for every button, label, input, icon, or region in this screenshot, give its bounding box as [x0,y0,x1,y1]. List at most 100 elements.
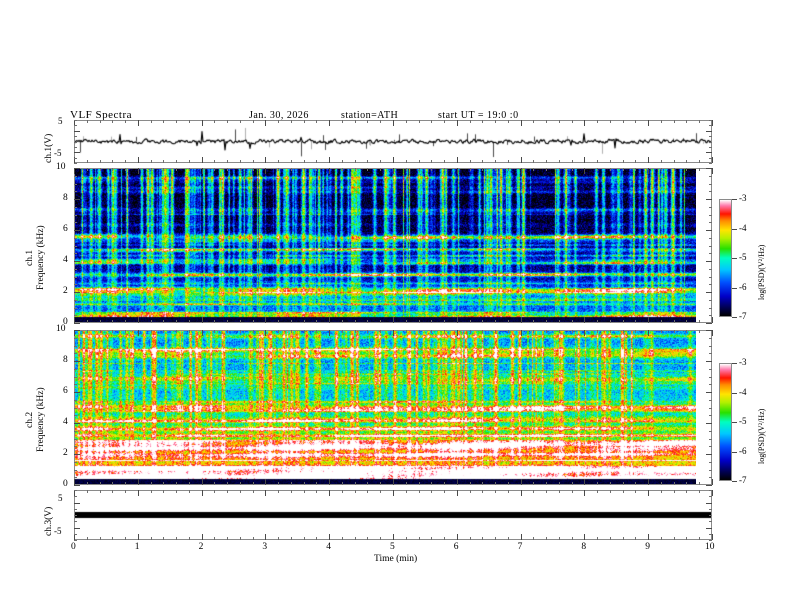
ch2-spectrogram-image [75,331,696,484]
ytick-right-p1 [706,261,712,262]
xtick-top-p1 [660,168,662,171]
xtick-bottom-p0 [354,160,356,163]
colorbar-ch1 [719,199,732,317]
ytick-right-p2 [709,345,712,347]
colorbar-tick-label-0-2: -5 [739,252,747,262]
xtick-top-p0 [176,120,178,123]
xtick-bottom-p0 [469,160,471,163]
xtick-bottom-p1 [584,317,586,323]
xtick-top-p2 [431,330,433,333]
xtick-top-p1 [686,168,688,171]
ytick-left-p1 [74,168,80,169]
xtick-bottom-p1 [495,320,497,323]
ch3-waveform-trace [75,491,711,539]
xtick-bottom-p1 [176,320,178,323]
xtick-bottom-p1 [699,320,701,323]
ytick-left-p2 [74,438,77,440]
xtick-top-p3 [558,490,560,493]
xtick-bottom-p0 [482,160,484,163]
xtick-top-p3 [367,490,369,493]
xtick-top-p0 [533,120,535,123]
xtick-top-p2 [367,330,369,333]
xtick-top-p3 [239,490,241,493]
xtick-top-p3 [673,490,675,493]
xtick-bottom-p2 [252,482,254,485]
ytick-left-p1 [74,315,77,317]
xtick-bottom-p2 [316,482,318,485]
xtick-bottom-p1 [622,320,624,323]
xtick-bottom-p0 [520,157,522,163]
colorbar-ch2-label: log(PSD)(V²/Hz) [757,408,766,464]
xtick-bottom-p3 [125,537,127,540]
xtick-bottom-p0 [699,160,701,163]
xtick-top-p2 [405,330,407,333]
xtick-top-p2 [188,330,190,333]
xtick-top-p3 [99,490,101,493]
ch2-spectrogram-ylabel-channel: ch.2 [25,411,35,428]
ytick-right-p0 [706,130,712,132]
xtick-bottom-p1 [456,317,458,323]
ytick-left-p2 [74,415,77,417]
ytick-left-p1 [74,199,80,200]
xtick-bottom-p3 [431,537,433,540]
colorbar-tick-label-0-3: -6 [739,281,747,292]
xtick-top-p2 [125,330,127,333]
xtick-top-p2 [278,330,280,333]
xtick-bottom-p2 [712,479,713,485]
xtick-top-p1 [176,168,178,171]
xtick-bottom-p3 [112,537,114,540]
xtick-bottom-p2 [86,482,88,485]
xtick-bottom-p1 [431,320,433,323]
xtick-bottom-p1 [673,320,675,323]
xtick-bottom-p3 [712,534,713,540]
xtick-bottom-p0 [227,160,229,163]
header-date: Jan. 30, 2026 [249,110,309,121]
xtick-top-p1 [329,168,331,174]
xtick-bottom-p2 [367,482,369,485]
ytick-left-p3 [74,540,77,541]
xtick-top-p2 [418,330,420,333]
xtick-top-p1 [495,168,497,171]
xtick-top-p2 [380,330,382,333]
xtick-bottom-p2 [341,482,343,485]
header-station: station=ATH [341,110,399,121]
freq-tick-label-p2-2: 4 [63,417,68,427]
colorbar-tick-label-1-3: -6 [739,445,747,456]
xtick-bottom-p2 [239,482,241,485]
xtick-bottom-p0 [558,160,560,163]
ytick-left-p1 [74,276,77,278]
freq-tick-label-p1-1: 2 [63,286,68,296]
xtick-bottom-p0 [86,160,88,163]
xtick-top-p0 [137,120,139,126]
xtick-top-p0 [712,120,713,126]
xtick-bottom-p0 [584,157,586,163]
xtick-top-p1 [507,168,509,171]
xtick-top-p0 [597,120,599,123]
xtick-top-p1 [469,168,471,171]
xtick-top-p3 [201,490,203,496]
colorbar-tick-label-1-0: -3 [739,357,747,367]
xtick-top-p2 [86,330,88,333]
xtick-top-p0 [558,120,560,123]
xtick-bottom-p3 [597,537,599,540]
xtick-top-p1 [163,168,165,171]
xtick-top-p3 [597,490,599,493]
xtick-bottom-p2 [74,479,75,485]
xtick-label-8: 8 [581,542,587,552]
xtick-top-p1 [354,168,356,171]
xtick-bottom-p0 [99,160,101,163]
colorbar-tick-0-2 [732,258,737,259]
xtick-top-p3 [418,490,420,493]
xtick-bottom-p3 [469,537,471,540]
xtick-bottom-p0 [648,157,650,163]
freq-tick-label-p1-3: 6 [63,224,68,234]
ch1-spectrogram-ylabel-channel: ch.1 [25,249,35,266]
xtick-bottom-p0 [597,160,599,163]
xtick-top-p1 [214,168,216,171]
xtick-bottom-p3 [648,534,650,540]
ytick-left-p1 [74,261,80,262]
xtick-top-p3 [495,490,497,493]
ytick-right-p0 [709,120,712,121]
xtick-top-p0 [303,120,305,123]
xtick-top-p2 [239,330,241,333]
